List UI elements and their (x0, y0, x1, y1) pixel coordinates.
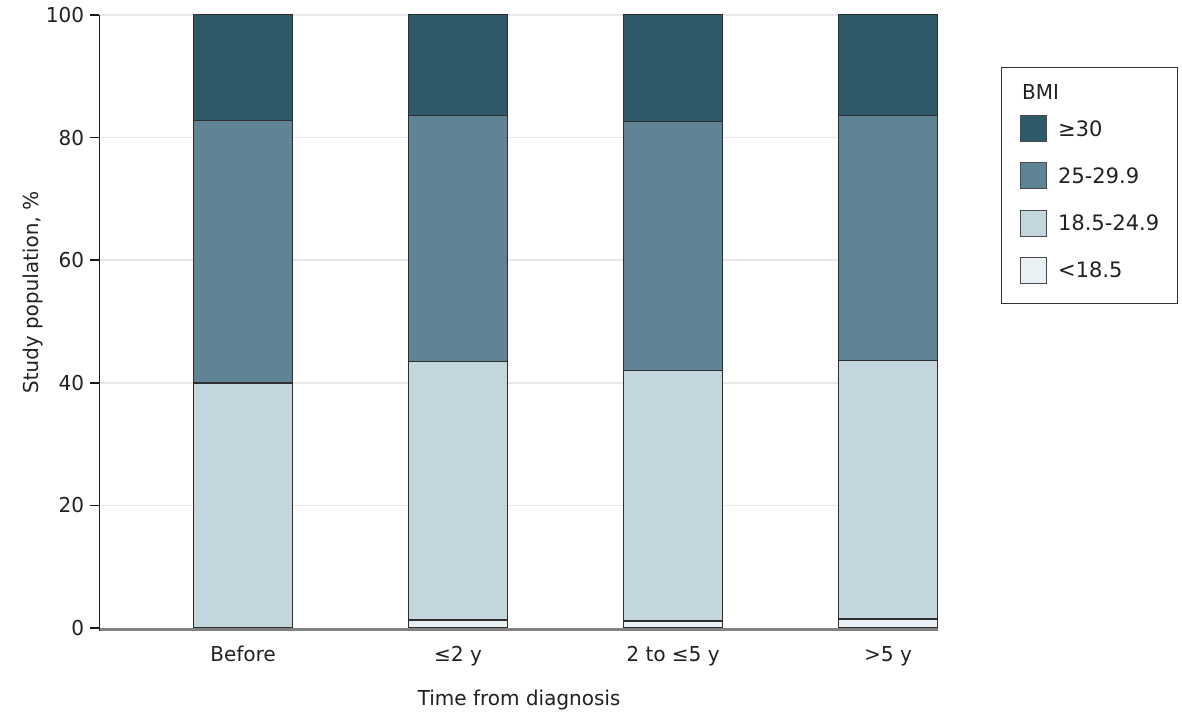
bar-segment-18.5-3 (623, 621, 723, 628)
y-tick-60 (90, 259, 99, 261)
legend: BMI ≥30 25-29.9 18.5-24.9 <18.5 (1001, 67, 1178, 304)
y-tick-label-0: 0 (71, 616, 84, 640)
y-tick-label-80: 80 (58, 125, 84, 150)
x-tick-label-3: 2 to ≤5 y (626, 642, 720, 666)
x-tick-label-4: >5 y (864, 642, 912, 666)
y-tick-0 (90, 627, 99, 629)
bar-segment-2529.9-3 (623, 120, 723, 371)
bar-segment-18.5-4 (838, 618, 938, 628)
legend-item-label: <18.5 (1058, 258, 1123, 283)
y-tick-80 (90, 136, 99, 139)
bar-segment-18.5-2 (408, 620, 508, 628)
y-tick-20 (90, 504, 99, 507)
gridline-80 (100, 136, 938, 139)
plot-area: 0 20 40 60 80 100 Before ≤2 y 2 to ≤5 y >5 y (46, 4, 938, 666)
bar-segment-2529.9-1 (193, 119, 293, 383)
gridline-100 (100, 14, 938, 16)
bar-segment-30-4 (838, 13, 938, 116)
y-tick-label-100: 100 (45, 3, 84, 27)
y-tick-40 (90, 382, 99, 384)
legend-item: ≥30 (1020, 115, 1102, 143)
legend-item-label: 25-29.9 (1058, 163, 1140, 188)
bar-segment-18.524.9-1 (193, 382, 293, 628)
y-axis-line (98, 14, 100, 631)
bar-segment-2529.9-4 (838, 114, 938, 362)
bar-segment-30-2 (408, 13, 508, 117)
bar-segment-30-3 (623, 13, 723, 122)
legend-title: BMI (1022, 80, 1059, 104)
y-tick-label-20: 20 (58, 493, 84, 518)
y-tick-100 (90, 14, 99, 16)
gridline-20 (100, 504, 938, 507)
x-axis-baseline (100, 628, 938, 631)
legend-swatch-icon (1020, 115, 1047, 142)
legend-swatch-icon (1020, 256, 1047, 284)
legend-swatch-icon (1020, 162, 1047, 190)
y-axis-title: Study population, % (19, 190, 43, 394)
x-tick-label-1: Before (210, 642, 276, 666)
gridline-60 (100, 259, 938, 261)
legend-item-label: 18.5-24.9 (1058, 211, 1160, 236)
legend-swatch-icon (1020, 209, 1047, 237)
x-axis-title: Time from diagnosis (417, 686, 621, 710)
legend-item: 25-29.9 (1020, 162, 1139, 190)
y-tick-label-60: 60 (58, 248, 84, 273)
bar-segment-18.524.9-3 (623, 369, 723, 622)
x-tick-label-2: ≤2 y (434, 642, 482, 666)
bar-segment-18.524.9-4 (838, 359, 938, 619)
y-tick-label-40: 40 (58, 370, 84, 395)
bar-segment-2529.9-2 (408, 114, 508, 362)
legend-item-label: ≥30 (1058, 116, 1103, 141)
bar-segment-30-1 (193, 13, 293, 122)
legend-item: 18.5-24.9 (1020, 209, 1159, 237)
legend-item: <18.5 (1020, 256, 1122, 284)
gridline-40 (100, 382, 938, 384)
bar-segment-18.524.9-2 (408, 360, 508, 621)
